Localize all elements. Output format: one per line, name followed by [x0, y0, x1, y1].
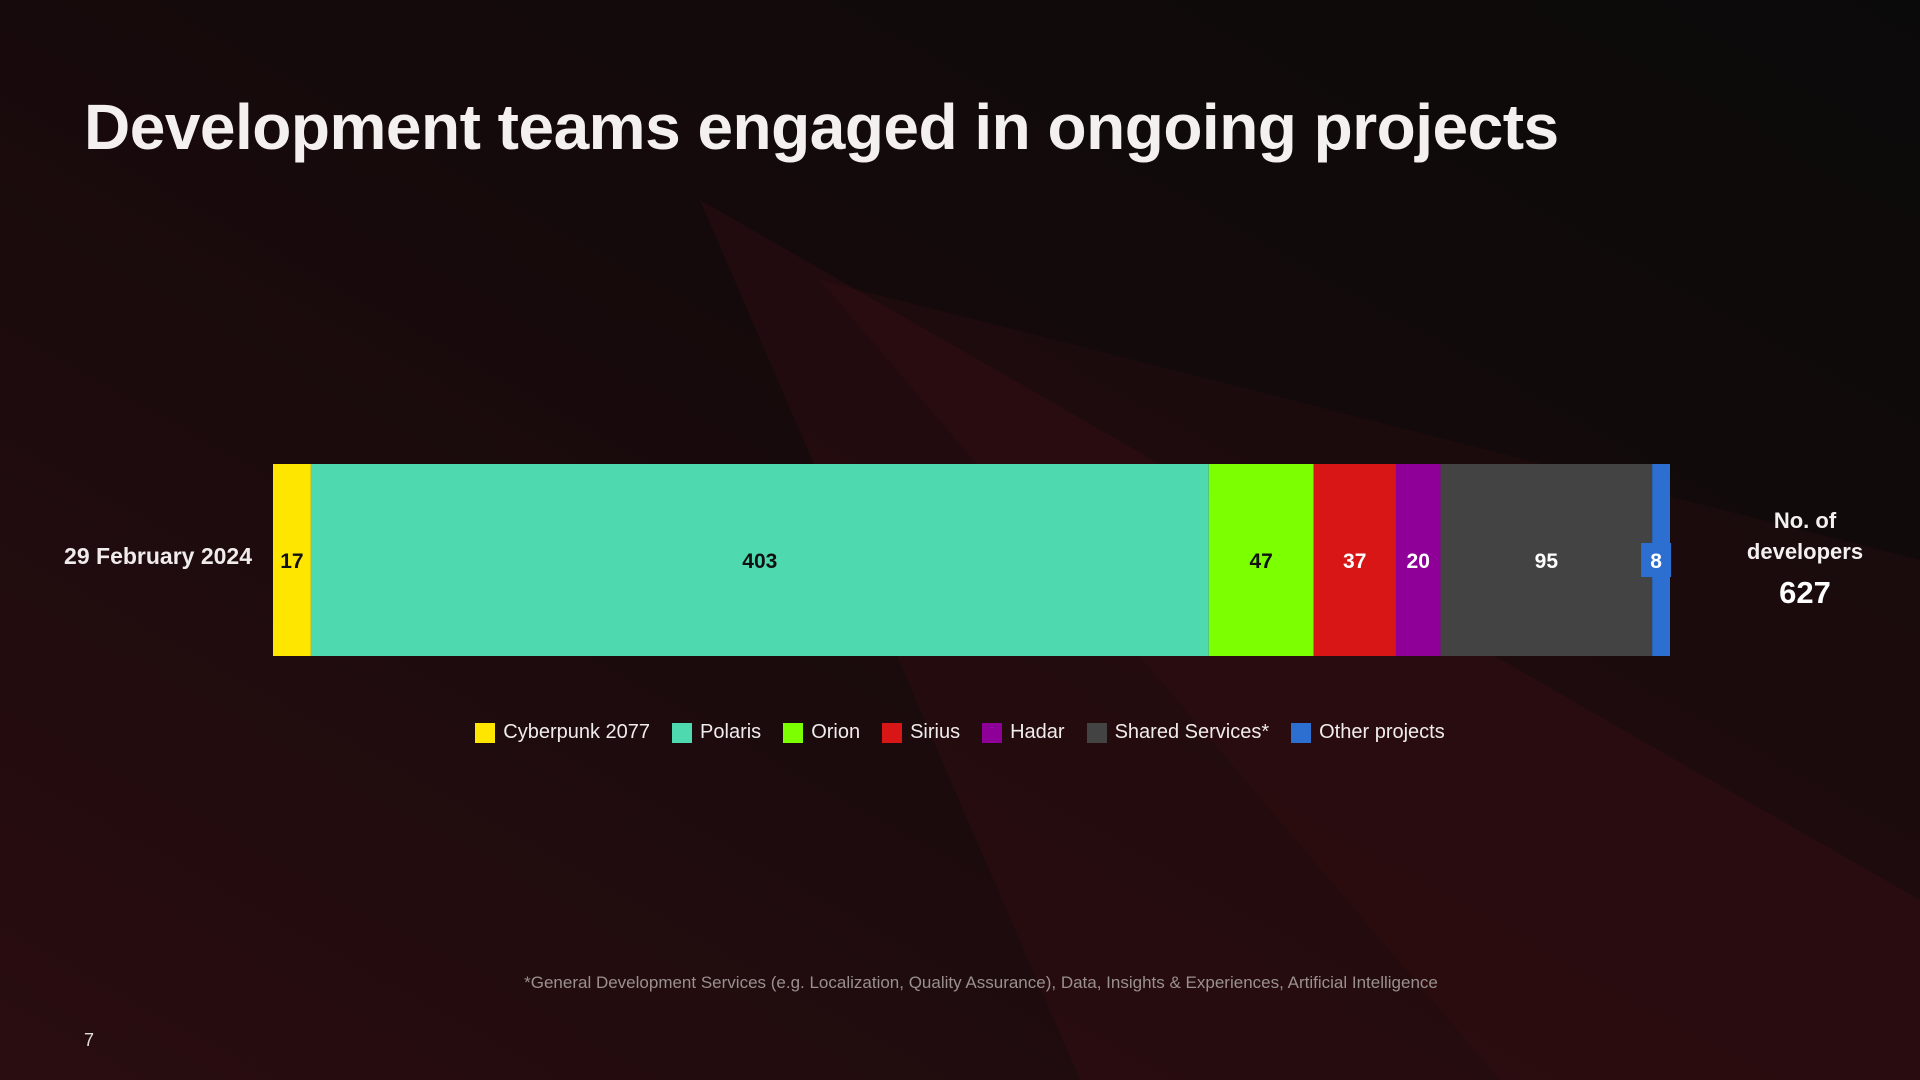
legend-swatch — [1086, 722, 1107, 743]
bar-segment-rect — [273, 464, 311, 656]
data-label: 95 — [1535, 550, 1559, 573]
bar-segment-rect — [1313, 464, 1396, 656]
total-developers: No. of developers 627 — [1720, 505, 1890, 611]
legend-label: Polaris — [700, 721, 762, 743]
bar-segment-3: 37 — [1313, 464, 1396, 656]
legend-swatch — [882, 722, 903, 743]
bar-segment-rect — [1208, 464, 1314, 656]
bar-segment-rect — [1395, 464, 1441, 656]
legend-item: Shared Services* — [1086, 721, 1270, 744]
bar-segment-4: 20 — [1395, 464, 1441, 656]
legend-item: Other projects — [1291, 721, 1445, 744]
page-number: 7 — [84, 1030, 95, 1050]
bar-segment-5: 95 — [1440, 464, 1653, 656]
bar-category-label: 29 February 2024 — [64, 543, 252, 569]
total-value: 627 — [1779, 575, 1831, 610]
legend-label: Cyberpunk 2077 — [503, 721, 651, 743]
legend-item: Orion — [783, 721, 860, 744]
chart-legend: Cyberpunk 2077 Polaris Orion Sirius Hadar Sha… — [0, 721, 1920, 744]
legend-swatch — [672, 722, 693, 743]
legend-swatch — [1291, 722, 1312, 743]
legend-item: Hadar — [982, 721, 1065, 744]
legend-label: Hadar — [1010, 721, 1065, 743]
legend-swatch — [475, 722, 496, 743]
data-label: 37 — [1343, 550, 1366, 573]
data-label: 20 — [1407, 550, 1430, 573]
legend-label: Shared Services* — [1114, 721, 1270, 743]
legend-swatch — [783, 722, 804, 743]
total-label: No. of developers — [1746, 508, 1864, 564]
bar-segment-1: 403 — [310, 464, 1209, 656]
data-label: 403 — [742, 550, 777, 573]
bar-segment-0: 17 — [273, 464, 311, 656]
legend-item: Cyberpunk 2077 — [475, 721, 650, 744]
data-label: 17 — [280, 550, 303, 573]
bar-segment-rect — [310, 464, 1209, 656]
legend-item: Polaris — [672, 721, 761, 744]
footnote: *General Development Services (e.g. Loca… — [524, 973, 1438, 992]
legend-label: Orion — [811, 721, 861, 743]
data-label-background — [1641, 543, 1672, 577]
slide-title: Development teams engaged in ongoing pro… — [84, 91, 1559, 163]
legend-label: Other projects — [1319, 721, 1445, 743]
data-label: 8 — [1650, 550, 1662, 573]
legend-label: Sirius — [910, 721, 961, 743]
bar-segment-rect — [1440, 464, 1653, 656]
legend-swatch — [982, 722, 1003, 743]
legend-item: Sirius — [882, 721, 960, 744]
data-label: 47 — [1249, 550, 1272, 573]
bar-segment-2: 47 — [1208, 464, 1314, 656]
bar-segment-6: 8 — [1641, 464, 1672, 656]
